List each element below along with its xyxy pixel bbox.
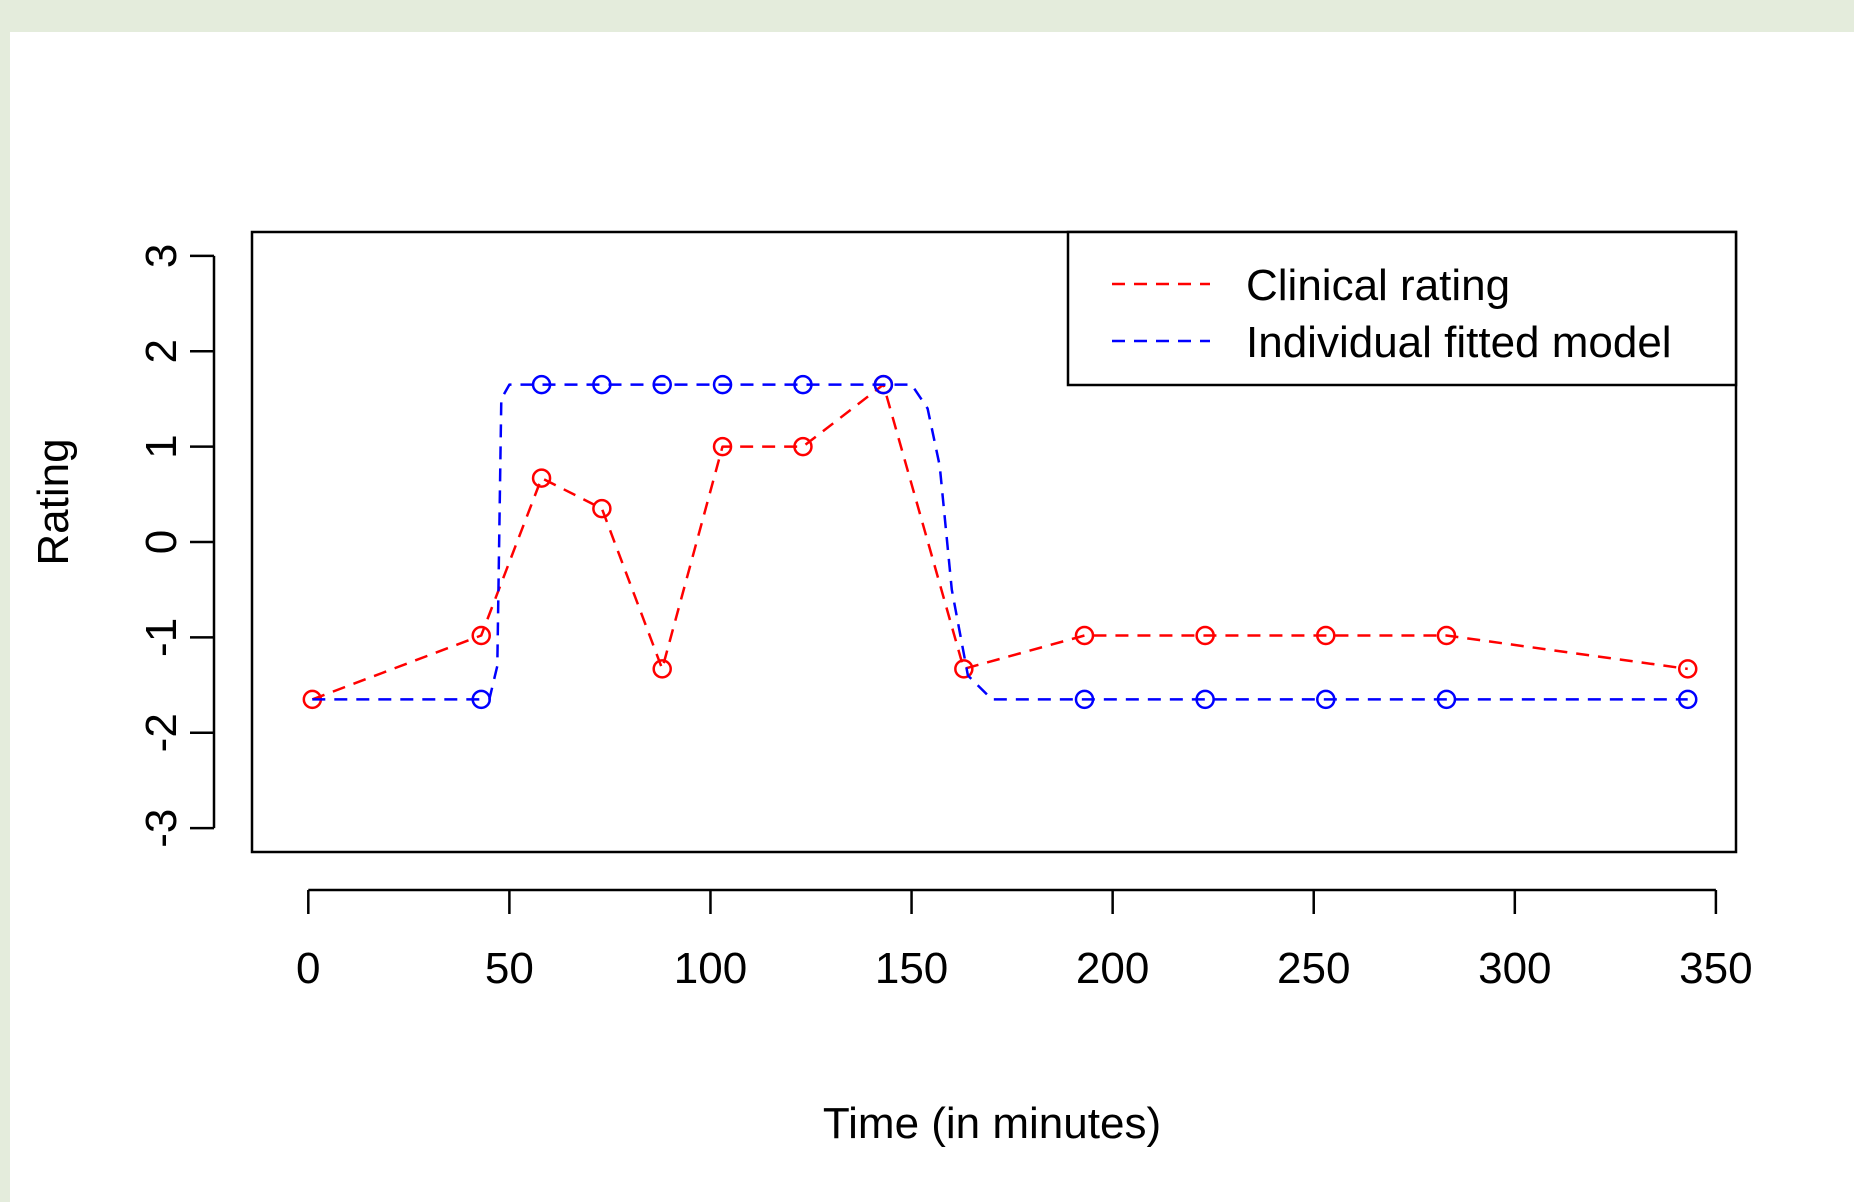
data-point-clinical-rating — [1316, 625, 1336, 646]
y-tick-label: 0 — [137, 530, 186, 554]
data-point-clinical-rating — [712, 436, 733, 457]
plot-panel: -3 -2 -1 0 1 2 3 0 50 100 150 200 250 300 350 Time (i… — [10, 32, 1854, 1202]
series-line-individual-fitted-model — [312, 383, 1688, 701]
x-axis-label: Time (in minutes) — [823, 1099, 1161, 1148]
data-point-individual-fitted-model — [1195, 689, 1215, 710]
legend-label-individual-fitted-model: Individual fitted model — [1246, 318, 1672, 367]
x-tick-label: 0 — [296, 944, 320, 993]
data-point-individual-fitted-model — [1436, 689, 1457, 710]
x-tick-label: 200 — [1076, 944, 1149, 993]
data-point-clinical-rating — [793, 436, 813, 457]
data-point-clinical-rating — [652, 659, 672, 679]
data-point-individual-fitted-model — [1677, 689, 1698, 710]
data-point-individual-fitted-model — [1316, 689, 1336, 710]
series-layer — [302, 374, 1698, 710]
legend-box — [1066, 230, 1738, 387]
y-tick-label: -2 — [137, 713, 186, 752]
y-tick-label: 1 — [137, 434, 186, 458]
data-point-clinical-rating — [1195, 625, 1215, 646]
y-tick-label: 2 — [137, 339, 186, 363]
data-point-clinical-rating — [592, 498, 612, 519]
series-line-clinical-rating — [311, 383, 1688, 701]
x-tick-label: 150 — [875, 944, 948, 993]
plot-area-frame — [250, 230, 1738, 854]
data-point-individual-fitted-model — [873, 374, 894, 395]
data-point-individual-fitted-model — [652, 374, 672, 395]
data-point-clinical-rating — [1677, 659, 1698, 679]
data-point-clinical-rating — [954, 659, 974, 679]
data-point-individual-fitted-model — [793, 374, 813, 395]
legend: Clinical rating Individual fitted model — [1066, 230, 1738, 387]
y-axis-label: Rating — [29, 438, 78, 565]
data-point-individual-fitted-model — [531, 374, 552, 395]
y-axis: -3 -2 -1 0 1 2 3 — [137, 244, 216, 848]
legend-label-clinical-rating: Clinical rating — [1246, 261, 1510, 310]
x-tick-label: 300 — [1478, 944, 1551, 993]
data-point-individual-fitted-model — [1074, 689, 1095, 710]
data-point-clinical-rating — [1074, 625, 1095, 646]
data-point-clinical-rating — [471, 625, 491, 646]
x-tick-label: 100 — [674, 944, 747, 993]
y-tick-label: -3 — [137, 809, 186, 848]
y-tick-label: -1 — [137, 618, 186, 657]
y-tick-label: 3 — [137, 244, 186, 268]
data-point-individual-fitted-model — [592, 374, 612, 395]
x-tick-label: 350 — [1679, 944, 1752, 993]
x-tick-label: 50 — [485, 944, 534, 993]
data-point-individual-fitted-model — [471, 689, 491, 710]
x-axis: 0 50 100 150 200 250 300 350 — [296, 888, 1753, 993]
data-point-individual-fitted-model — [712, 374, 733, 395]
line-chart: -3 -2 -1 0 1 2 3 0 50 100 150 200 250 300 350 Time (i… — [29, 230, 1753, 1148]
data-point-clinical-rating — [531, 468, 552, 488]
x-tick-label: 250 — [1277, 944, 1350, 993]
data-point-clinical-rating — [1436, 625, 1457, 646]
